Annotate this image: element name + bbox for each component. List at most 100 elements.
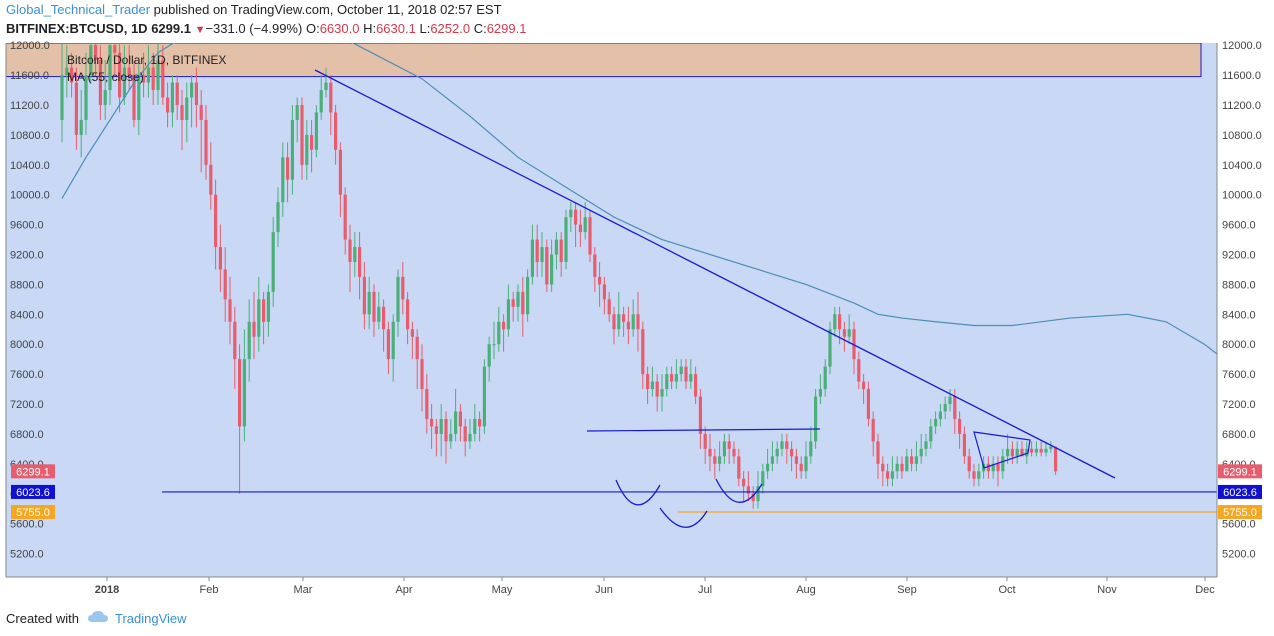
down-arrow-icon: ▼ xyxy=(194,24,206,36)
candle-body xyxy=(665,374,669,390)
open-value: 6630.0 xyxy=(319,21,360,36)
candle-body xyxy=(401,276,405,300)
candle-body xyxy=(420,359,424,390)
candle-body xyxy=(530,239,534,277)
symbol-label: BITFINEX:BTCUSD, 1D xyxy=(6,21,148,36)
candle-body xyxy=(310,134,314,150)
price-badge-right xyxy=(1218,505,1262,520)
candle-body xyxy=(857,359,861,382)
candle-body xyxy=(578,224,582,233)
candle-body xyxy=(934,418,938,427)
x-tick-label: Oct xyxy=(998,584,1015,596)
candle-body xyxy=(847,329,851,337)
candle-body xyxy=(622,314,626,322)
y-tick-label-left: 10000.0 xyxy=(10,190,50,202)
candle-body xyxy=(1006,448,1010,457)
candle-body xyxy=(1025,448,1029,457)
candle-body xyxy=(468,433,472,442)
candle-body xyxy=(463,426,467,442)
candle-body xyxy=(1020,448,1024,457)
chart-title: Bitcoin / Dollar, 1D, BITFINEX xyxy=(67,53,226,67)
candle-body xyxy=(151,67,155,91)
candle-body xyxy=(1010,448,1014,457)
candle-body xyxy=(972,471,976,479)
candle-body xyxy=(703,433,707,449)
candle-body xyxy=(252,321,256,337)
candle-body xyxy=(1015,448,1019,457)
candle-body xyxy=(886,471,890,479)
y-tick-label-left: 8400.0 xyxy=(10,309,44,321)
candle-body xyxy=(910,456,914,464)
price-badge-left xyxy=(11,484,55,499)
tradingview-link[interactable]: TradingView xyxy=(114,611,187,626)
candle-body xyxy=(286,157,290,180)
candle-body xyxy=(737,456,741,479)
candle-body xyxy=(199,105,203,120)
candle-body xyxy=(838,314,842,330)
close-value: 6299.1 xyxy=(486,21,527,36)
candle-body xyxy=(727,441,731,449)
candle-body xyxy=(262,299,266,322)
candle-body xyxy=(866,389,870,419)
x-tick-label: May xyxy=(492,584,513,596)
candle-body xyxy=(986,463,990,472)
y-tick-label-left: 12000.0 xyxy=(10,40,50,52)
candle-body xyxy=(410,329,414,337)
x-tick-label: Nov xyxy=(1097,584,1117,596)
candle-body xyxy=(694,374,698,397)
candle-body xyxy=(247,321,251,360)
candle-body xyxy=(674,374,678,382)
candle-body xyxy=(142,75,146,83)
candle-body xyxy=(814,396,818,442)
candle-body xyxy=(684,366,688,382)
candle-body xyxy=(324,82,328,91)
candle-body xyxy=(660,389,664,397)
y-tick-label-right: 8800.0 xyxy=(1222,279,1256,291)
candle-body xyxy=(89,45,93,76)
candle-body xyxy=(823,366,827,390)
candle-body xyxy=(113,45,117,53)
x-tick-label: Mar xyxy=(294,584,313,596)
candle-body xyxy=(881,463,885,472)
candle-body xyxy=(175,82,179,105)
candle-body xyxy=(574,209,578,225)
candle-body xyxy=(492,344,496,346)
candle-body xyxy=(218,247,222,270)
y-tick-label-right: 8000.0 xyxy=(1222,339,1256,351)
candle-body xyxy=(348,239,352,262)
candle-body xyxy=(559,239,563,262)
descending-trendline xyxy=(314,69,1116,479)
candle-body xyxy=(876,441,880,464)
author-link[interactable]: Global_Technical_Trader xyxy=(6,2,151,17)
candle-body xyxy=(74,82,78,135)
x-tick-label: Apr xyxy=(395,584,412,596)
price-chart[interactable]: 5200.05200.05600.05600.06000.06000.06400… xyxy=(0,40,1274,605)
candle-body xyxy=(967,456,971,472)
candle-body xyxy=(1049,446,1053,449)
candle-body xyxy=(550,254,554,285)
candle-body xyxy=(338,149,342,195)
candle-body xyxy=(190,82,194,98)
y-tick-label-left: 11600.0 xyxy=(10,70,49,82)
candle-body xyxy=(593,254,597,277)
price-badge-left-text: 6299.1 xyxy=(16,466,50,478)
candle-body xyxy=(828,329,832,367)
right-shoulder-arc xyxy=(715,478,763,503)
candle-body xyxy=(79,119,83,135)
candle-body xyxy=(761,471,765,487)
candle-body xyxy=(214,194,218,248)
candle-body xyxy=(698,396,702,434)
y-tick-label-left: 10800.0 xyxy=(10,130,50,142)
candle-body xyxy=(238,359,242,427)
candle-body xyxy=(290,119,294,180)
x-tick-label: Dec xyxy=(1195,584,1215,596)
published-text: published on TradingView.com, October 11… xyxy=(153,2,502,17)
price-badge-right-text: 5755.0 xyxy=(1223,507,1257,519)
triangle-pattern xyxy=(973,431,1031,469)
candle-body xyxy=(434,426,438,434)
candle-body xyxy=(900,463,904,472)
candle-body xyxy=(1039,448,1043,453)
candle-body xyxy=(612,314,616,330)
price-badge-left-text: 6023.6 xyxy=(16,487,50,499)
resistance-zone xyxy=(6,43,1202,78)
